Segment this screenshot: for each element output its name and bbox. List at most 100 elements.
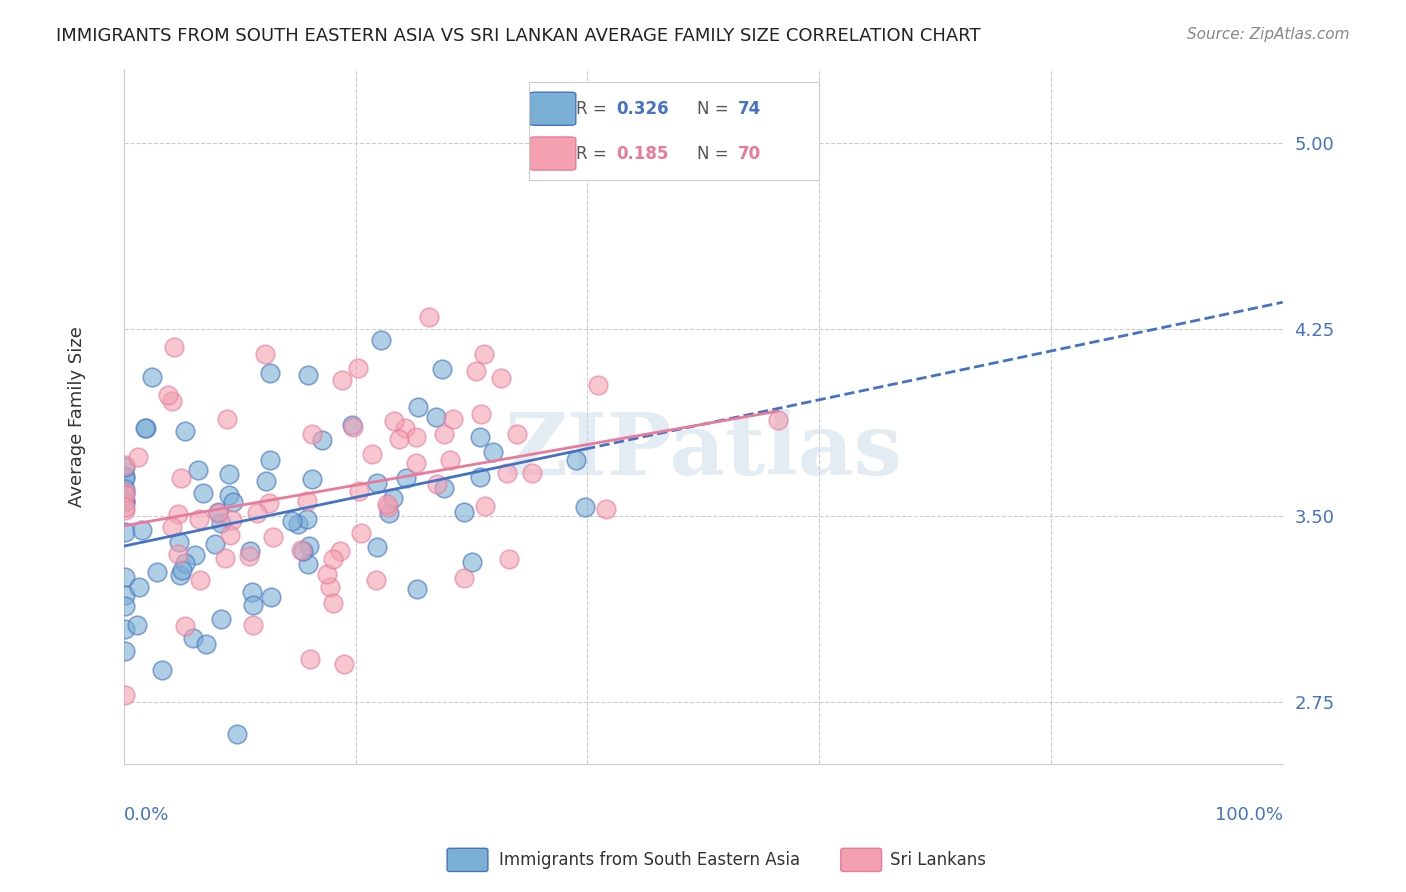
- Point: [370, 333, 392, 347]
- Point: [347, 360, 370, 375]
- Point: [174, 618, 197, 632]
- Point: [332, 657, 354, 671]
- Point: [394, 420, 416, 434]
- Point: [141, 369, 163, 384]
- Point: [565, 453, 588, 467]
- Point: [299, 652, 322, 666]
- Point: [226, 727, 249, 741]
- Point: [114, 485, 136, 500]
- Point: [222, 495, 245, 509]
- Point: [406, 400, 429, 414]
- Text: Immigrants from South Eastern Asia: Immigrants from South Eastern Asia: [499, 851, 800, 869]
- Point: [114, 588, 136, 602]
- Point: [259, 496, 281, 510]
- Point: [114, 460, 136, 475]
- Point: [242, 598, 264, 612]
- Point: [495, 466, 517, 480]
- Point: [311, 433, 333, 447]
- Point: [157, 388, 180, 402]
- Point: [114, 570, 136, 584]
- Point: [425, 409, 447, 424]
- Text: 100.0%: 100.0%: [1215, 806, 1282, 824]
- Point: [298, 539, 321, 553]
- Point: [114, 525, 136, 540]
- Point: [297, 558, 319, 572]
- Text: Sri Lankans: Sri Lankans: [890, 851, 986, 869]
- Point: [470, 470, 492, 484]
- Point: [114, 482, 136, 496]
- Point: [174, 556, 197, 570]
- Point: [135, 420, 157, 434]
- Point: [114, 623, 136, 637]
- Point: [281, 514, 304, 528]
- Point: [366, 476, 388, 491]
- Point: [295, 512, 318, 526]
- Point: [125, 618, 148, 632]
- Point: [347, 483, 370, 498]
- Point: [114, 458, 136, 472]
- Point: [332, 373, 354, 387]
- Point: [364, 573, 387, 587]
- Point: [114, 494, 136, 508]
- Point: [453, 505, 475, 519]
- Point: [167, 535, 190, 549]
- Point: [114, 644, 136, 658]
- Point: [259, 452, 281, 467]
- Point: [297, 368, 319, 383]
- Point: [160, 394, 183, 409]
- Point: [114, 500, 136, 514]
- Point: [439, 452, 461, 467]
- Point: [426, 477, 449, 491]
- Point: [209, 516, 232, 530]
- Point: [377, 500, 399, 514]
- Point: [170, 563, 193, 577]
- Point: [482, 445, 505, 459]
- Point: [433, 426, 456, 441]
- Point: [505, 426, 527, 441]
- Point: [152, 663, 174, 677]
- Point: [114, 488, 136, 502]
- Point: [405, 456, 427, 470]
- Point: [395, 471, 418, 485]
- Point: [183, 632, 205, 646]
- Point: [340, 417, 363, 432]
- Text: Average Family Size: Average Family Size: [69, 326, 87, 507]
- Point: [301, 427, 323, 442]
- Point: [184, 548, 207, 562]
- Point: [766, 413, 789, 427]
- Point: [470, 408, 492, 422]
- Point: [254, 474, 277, 488]
- Point: [207, 506, 229, 520]
- Point: [242, 585, 264, 599]
- Point: [114, 468, 136, 483]
- Point: [418, 310, 440, 324]
- Point: [191, 486, 214, 500]
- Point: [170, 471, 193, 485]
- Point: [204, 537, 226, 551]
- Point: [468, 430, 491, 444]
- Point: [114, 495, 136, 509]
- Point: [131, 524, 153, 538]
- Point: [246, 506, 269, 520]
- Point: [329, 544, 352, 558]
- Point: [188, 573, 211, 587]
- Point: [218, 488, 240, 502]
- Point: [388, 432, 411, 446]
- Point: [342, 420, 364, 434]
- Point: [127, 450, 149, 464]
- Point: [218, 528, 240, 542]
- Point: [114, 503, 136, 517]
- Point: [291, 544, 314, 558]
- Point: [194, 637, 217, 651]
- Point: [207, 505, 229, 519]
- Point: [595, 502, 617, 516]
- Point: [146, 565, 169, 579]
- Point: [209, 612, 232, 626]
- Point: [382, 491, 405, 506]
- Point: [430, 361, 453, 376]
- Point: [162, 340, 184, 354]
- Point: [295, 493, 318, 508]
- Point: [174, 425, 197, 439]
- Point: [322, 596, 344, 610]
- Point: [464, 364, 486, 378]
